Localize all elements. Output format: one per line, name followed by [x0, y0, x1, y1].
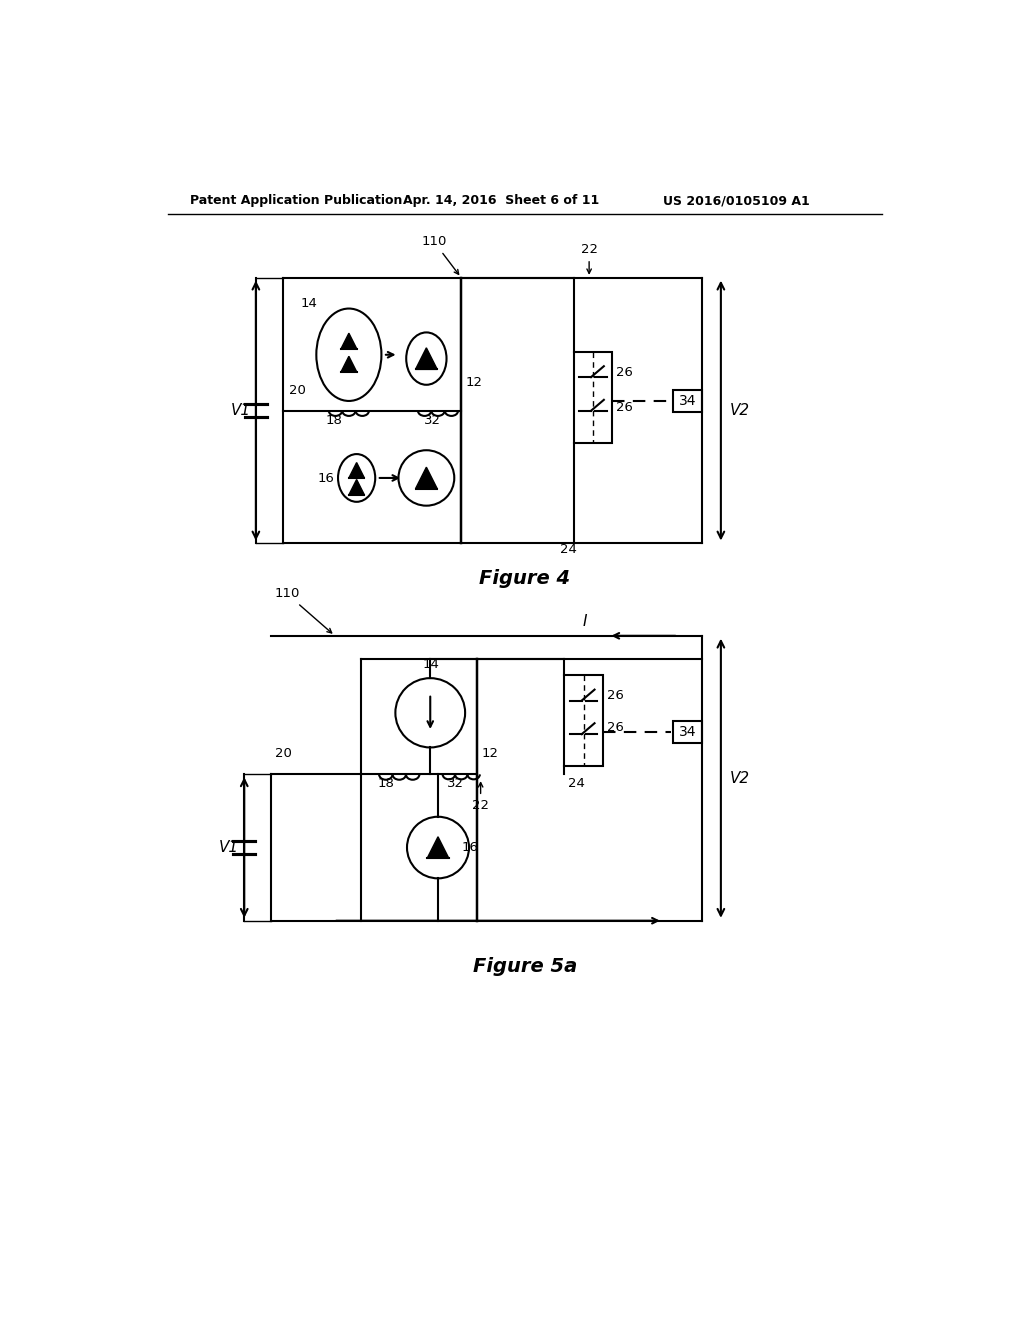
Text: V1: V1 — [219, 840, 239, 855]
Text: 34: 34 — [679, 725, 696, 739]
Text: 26: 26 — [616, 401, 633, 414]
Text: Figure 4: Figure 4 — [479, 569, 570, 587]
Polygon shape — [416, 467, 437, 488]
Text: Figure 5a: Figure 5a — [473, 957, 577, 977]
Bar — [673, 391, 702, 412]
Text: 110: 110 — [274, 587, 332, 634]
Text: V2: V2 — [730, 771, 751, 785]
Text: 12: 12 — [481, 747, 499, 760]
Text: 14: 14 — [301, 297, 317, 310]
Bar — [673, 721, 702, 743]
Text: 14: 14 — [423, 659, 439, 671]
Text: 18: 18 — [326, 414, 342, 428]
Text: 18: 18 — [378, 776, 394, 789]
Text: 12: 12 — [466, 376, 483, 388]
Text: 110: 110 — [422, 235, 459, 275]
Text: 22: 22 — [581, 243, 598, 273]
Text: 22: 22 — [472, 783, 489, 812]
Text: Patent Application Publication: Patent Application Publication — [190, 194, 402, 207]
Text: 32: 32 — [447, 776, 464, 789]
Text: 24: 24 — [560, 543, 578, 556]
Text: US 2016/0105109 A1: US 2016/0105109 A1 — [663, 194, 810, 207]
Bar — [573, 351, 612, 442]
Text: 26: 26 — [607, 721, 624, 734]
Text: 32: 32 — [424, 414, 441, 428]
Polygon shape — [427, 837, 449, 858]
Text: 20: 20 — [275, 747, 292, 760]
Text: V2: V2 — [730, 403, 751, 418]
Text: Apr. 14, 2016  Sheet 6 of 11: Apr. 14, 2016 Sheet 6 of 11 — [403, 194, 599, 207]
Text: 26: 26 — [616, 366, 633, 379]
Text: 34: 34 — [679, 393, 696, 408]
Bar — [564, 675, 603, 766]
Polygon shape — [341, 356, 356, 372]
Polygon shape — [349, 462, 365, 478]
Text: 26: 26 — [607, 689, 624, 702]
Text: V1: V1 — [230, 403, 251, 418]
Polygon shape — [349, 479, 365, 495]
Text: 20: 20 — [289, 384, 306, 396]
Polygon shape — [341, 333, 356, 348]
Polygon shape — [416, 348, 437, 370]
Text: I: I — [583, 614, 588, 630]
Text: 16: 16 — [317, 471, 335, 484]
Text: 24: 24 — [568, 776, 585, 789]
Text: 16: 16 — [461, 841, 478, 854]
